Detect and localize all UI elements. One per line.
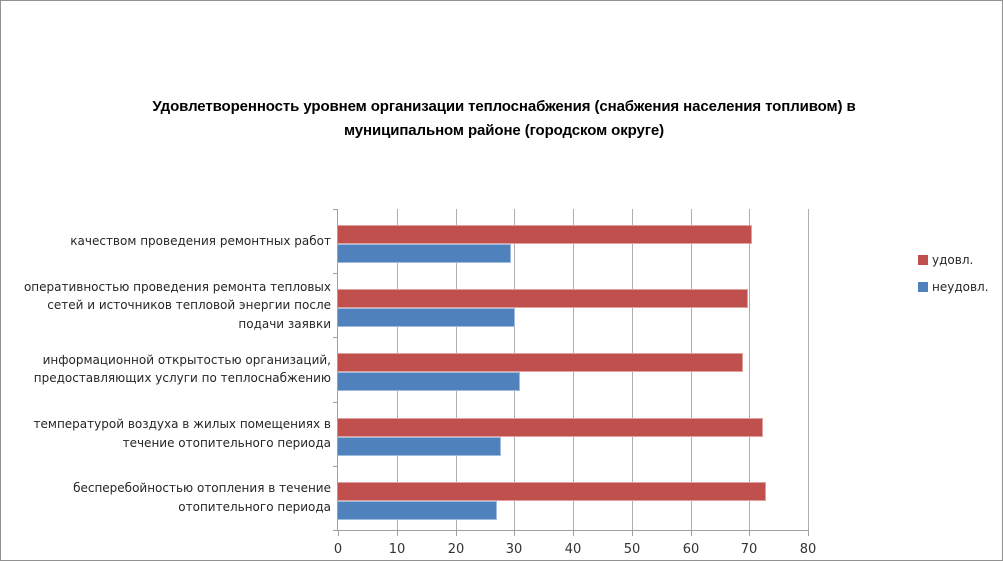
category-axis-labels: качеством проведения ремонтных работ опер… — [9, 209, 331, 530]
category-label: бесперебойностью отопления в течение ото… — [9, 466, 331, 530]
bar-удовл.-3 — [338, 418, 763, 437]
x-tick-mark — [514, 530, 515, 536]
category-label: информационной открытостью организаций, … — [9, 337, 331, 401]
bar-неудовл.-2 — [338, 372, 520, 391]
y-tick-mark — [333, 530, 338, 531]
x-tick-label: 0 — [333, 542, 343, 557]
category-label: температурой воздуха в жилых помещениях … — [9, 402, 331, 466]
x-tick-mark — [808, 530, 809, 536]
x-tick-label: 40 — [564, 542, 582, 557]
bar-удовл.-1 — [338, 289, 748, 308]
y-tick-mark — [333, 402, 338, 403]
x-tick-label: 60 — [682, 542, 700, 557]
x-tick-mark — [632, 530, 633, 536]
legend-label: удовл. — [932, 253, 974, 267]
x-tick-mark — [749, 530, 750, 536]
x-tick-label: 30 — [505, 542, 523, 557]
category-label-text: качеством проведения ремонтных работ — [70, 233, 331, 248]
legend-item: удовл. — [918, 253, 989, 267]
bar-неудовл.-0 — [338, 244, 511, 263]
bar-неудовл.-1 — [338, 308, 515, 327]
gridline — [749, 209, 750, 530]
bar-удовл.-4 — [338, 482, 766, 501]
category-label-text: оперативностью проведения ремонта теплов… — [23, 279, 331, 331]
y-tick-mark — [333, 466, 338, 467]
category-axis-line — [337, 209, 338, 531]
legend-swatch-icon — [918, 282, 928, 292]
legend-item: неудовл. — [918, 280, 989, 294]
gridline — [808, 209, 809, 530]
category-label: качеством проведения ремонтных работ — [9, 209, 331, 273]
x-tick-label: 20 — [447, 542, 465, 557]
x-tick-label: 70 — [740, 542, 758, 557]
category-label-text: информационной открытостью организаций, … — [33, 352, 331, 386]
x-tick-label: 50 — [623, 542, 641, 557]
x-tick-label: 80 — [799, 542, 817, 557]
x-axis-tick-labels: 0 10 20 30 40 50 60 70 80 — [334, 542, 816, 558]
category-label: оперативностью проведения ремонта теплов… — [9, 273, 331, 337]
x-tick-mark — [456, 530, 457, 536]
bar-удовл.-2 — [338, 353, 743, 372]
x-tick-mark — [573, 530, 574, 536]
bar-неудовл.-4 — [338, 501, 497, 520]
y-tick-mark — [333, 337, 338, 338]
bar-неудовл.-3 — [338, 437, 501, 456]
plot-area — [333, 209, 809, 536]
category-label-text: бесперебойностью отопления в течение ото… — [73, 481, 331, 514]
x-tick-mark — [397, 530, 398, 536]
legend: удовл. неудовл. — [918, 253, 989, 307]
category-label-text: температурой воздуха в жилых помещениях … — [33, 417, 331, 450]
legend-label: неудовл. — [932, 280, 989, 294]
y-tick-mark — [333, 273, 338, 274]
x-tick-mark — [338, 530, 339, 536]
y-tick-mark — [333, 209, 338, 210]
x-tick-label: 10 — [388, 542, 406, 557]
chart-title: Удовлетворенность уровнем организации те… — [152, 98, 856, 139]
bar-удовл.-0 — [338, 225, 752, 244]
value-axis-line — [337, 530, 809, 531]
legend-swatch-icon — [918, 255, 928, 265]
x-tick-mark — [691, 530, 692, 536]
